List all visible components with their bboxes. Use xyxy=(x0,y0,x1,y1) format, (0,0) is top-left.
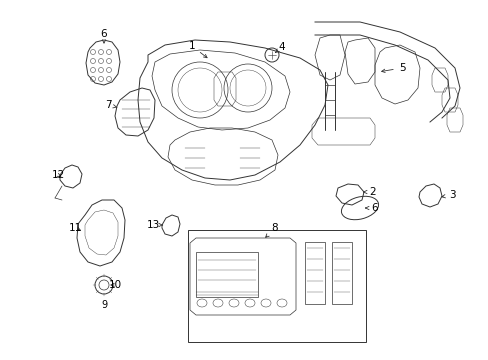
Bar xyxy=(331,242,351,304)
Text: 13: 13 xyxy=(146,220,162,230)
Text: 6: 6 xyxy=(365,203,378,213)
Text: 12: 12 xyxy=(51,170,64,180)
Text: 8: 8 xyxy=(265,223,278,237)
Text: 7: 7 xyxy=(104,100,117,110)
Text: 4: 4 xyxy=(275,42,285,53)
Text: 6: 6 xyxy=(101,29,107,43)
Text: 3: 3 xyxy=(441,190,454,200)
Text: 1: 1 xyxy=(188,41,206,58)
Text: 2: 2 xyxy=(363,187,376,197)
Bar xyxy=(196,252,258,297)
Text: 9: 9 xyxy=(101,300,107,310)
Text: 5: 5 xyxy=(381,63,405,73)
Text: 11: 11 xyxy=(68,223,81,233)
Bar xyxy=(305,242,325,304)
Bar xyxy=(187,230,365,342)
Text: 10: 10 xyxy=(108,280,122,290)
